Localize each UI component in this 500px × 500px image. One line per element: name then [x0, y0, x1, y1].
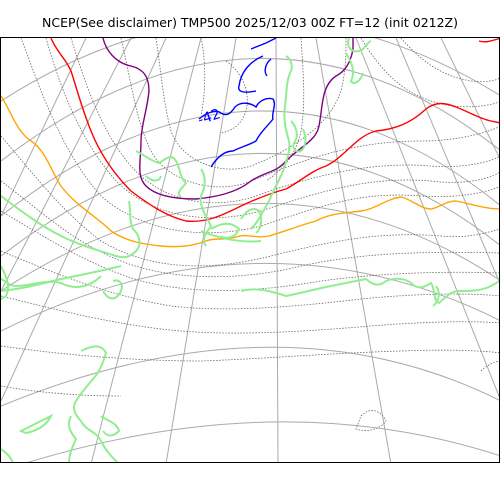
- contour-purple: [102, 38, 354, 200]
- graticule-meridians: [1, 38, 499, 462]
- coastlines: [1, 38, 499, 462]
- contour-blue: [198, 38, 277, 168]
- contour-orange: [1, 95, 499, 248]
- graticule-latitudes: [1, 38, 499, 462]
- isotherm-contours: [1, 38, 499, 431]
- contour-red: [50, 38, 499, 223]
- map-frame: -42: [0, 37, 500, 463]
- map-title: NCEP(See disclaimer) TMP500 2025/12/03 0…: [41, 15, 458, 30]
- map-canvas: -42: [1, 38, 499, 462]
- contour-label: -42: [196, 106, 223, 128]
